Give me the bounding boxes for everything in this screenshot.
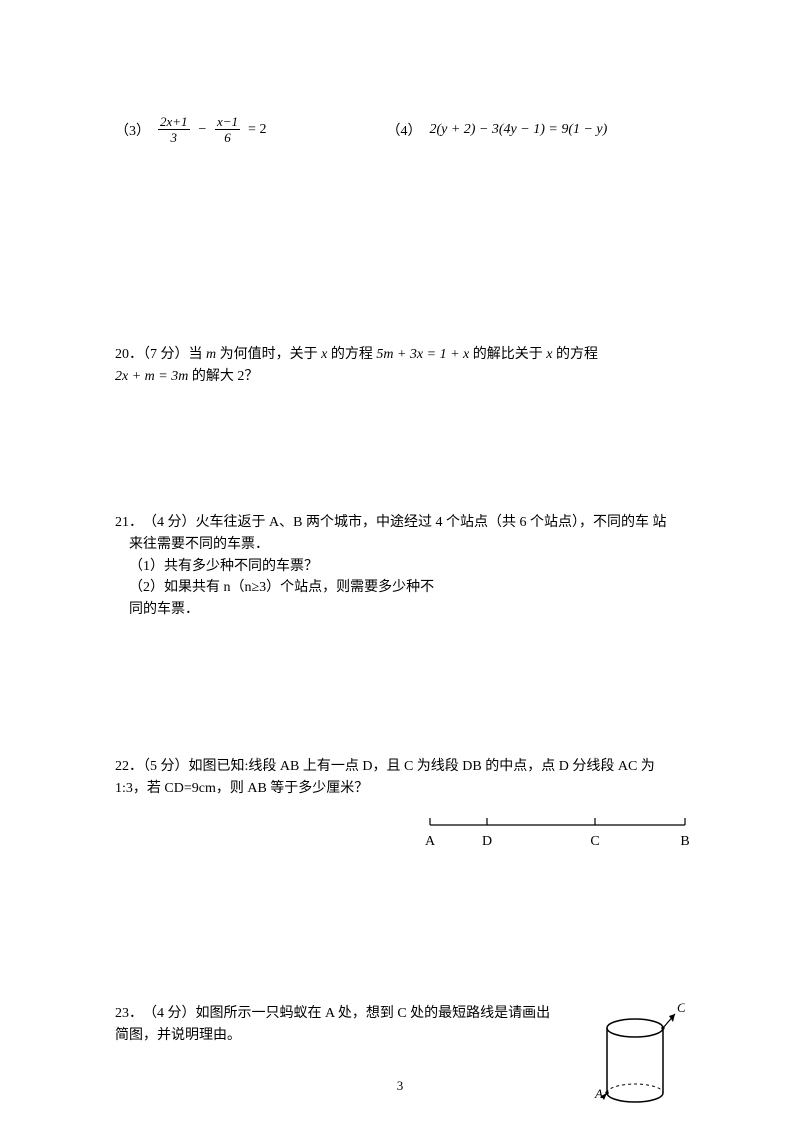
q21-sub2: （2）如果共有 n（n≥3）个站点，则需要多少种不 bbox=[115, 577, 685, 599]
q21-sub1: （1）共有多少种不同的车票？ bbox=[115, 556, 685, 578]
question-21: 21． （4 分）火车往返于 A、B 两个城市，中途经过 4 个站点（共 6 个… bbox=[115, 512, 685, 620]
q22-line2: 1:3，若 CD=9cm，则 AB 等于多少厘米？ bbox=[115, 778, 685, 800]
q20-line2: 2x + m = 3m 的解大 2？ bbox=[115, 366, 685, 388]
q22-figure: ADCB bbox=[425, 813, 695, 853]
q21-sub3: 同的车票． bbox=[115, 599, 685, 621]
svg-text:C: C bbox=[590, 834, 599, 849]
svg-text:D: D bbox=[482, 834, 492, 849]
equation-3: （3） 2x+1 3 − x−1 6 = 2 bbox=[115, 115, 266, 144]
q23-line1: 23． （4 分）如图所示一只蚂蚁在 A 处，想到 C 处的最短路线是请画出 bbox=[115, 1003, 575, 1025]
eq3-frac2: x−1 6 bbox=[215, 115, 240, 144]
eq3-frac1: 2x+1 3 bbox=[158, 115, 190, 144]
q23-text: 23． （4 分）如图所示一只蚂蚁在 A 处，想到 C 处的最短路线是请画出 简… bbox=[115, 1003, 575, 1046]
page-number: 3 bbox=[0, 1078, 800, 1094]
q23-line2: 简图，并说明理由。 bbox=[115, 1025, 575, 1047]
q23-figure: CA bbox=[585, 1003, 685, 1121]
question-23: 23． （4 分）如图所示一只蚂蚁在 A 处，想到 C 处的最短路线是请画出 简… bbox=[115, 1003, 685, 1121]
eq3-minus: − bbox=[198, 122, 207, 138]
q21-line1: 21． （4 分）火车往返于 A、B 两个城市，中途经过 4 个站点（共 6 个… bbox=[115, 512, 685, 534]
question-22: 22．（5 分）如图已知:线段 AB 上有一点 D，且 C 为线段 DB 的中点… bbox=[115, 756, 685, 853]
svg-text:C: C bbox=[677, 1003, 685, 1015]
equation-4: （4） 2(y + 2) − 3(4y − 1) = 9(1 − y) bbox=[386, 115, 607, 144]
equation-row: （3） 2x+1 3 − x−1 6 = 2 （4） 2(y + 2) − 3(… bbox=[115, 115, 685, 144]
page-root: （3） 2x+1 3 − x−1 6 = 2 （4） 2(y + 2) − 3(… bbox=[0, 0, 800, 1132]
question-20: 20．（7 分）当 m 为何值时，关于 x 的方程 5m + 3x = 1 + … bbox=[115, 344, 685, 387]
q21-line2: 来往需要不同的车票． bbox=[115, 534, 685, 556]
eq4-body: 2(y + 2) − 3(4y − 1) = 9(1 − y) bbox=[429, 122, 607, 138]
cylinder-svg: CA bbox=[585, 1003, 685, 1113]
q20-line1: 20．（7 分）当 m 为何值时，关于 x 的方程 5m + 3x = 1 + … bbox=[115, 344, 685, 366]
line-segment-svg: ADCB bbox=[425, 813, 695, 853]
q22-line1: 22．（5 分）如图已知:线段 AB 上有一点 D，且 C 为线段 DB 的中点… bbox=[115, 756, 685, 778]
svg-text:A: A bbox=[425, 834, 436, 849]
eq4-label: （4） bbox=[386, 120, 421, 140]
eq3-label: （3） bbox=[115, 120, 150, 140]
svg-text:B: B bbox=[680, 834, 689, 849]
eq3-tail: = 2 bbox=[248, 122, 266, 138]
